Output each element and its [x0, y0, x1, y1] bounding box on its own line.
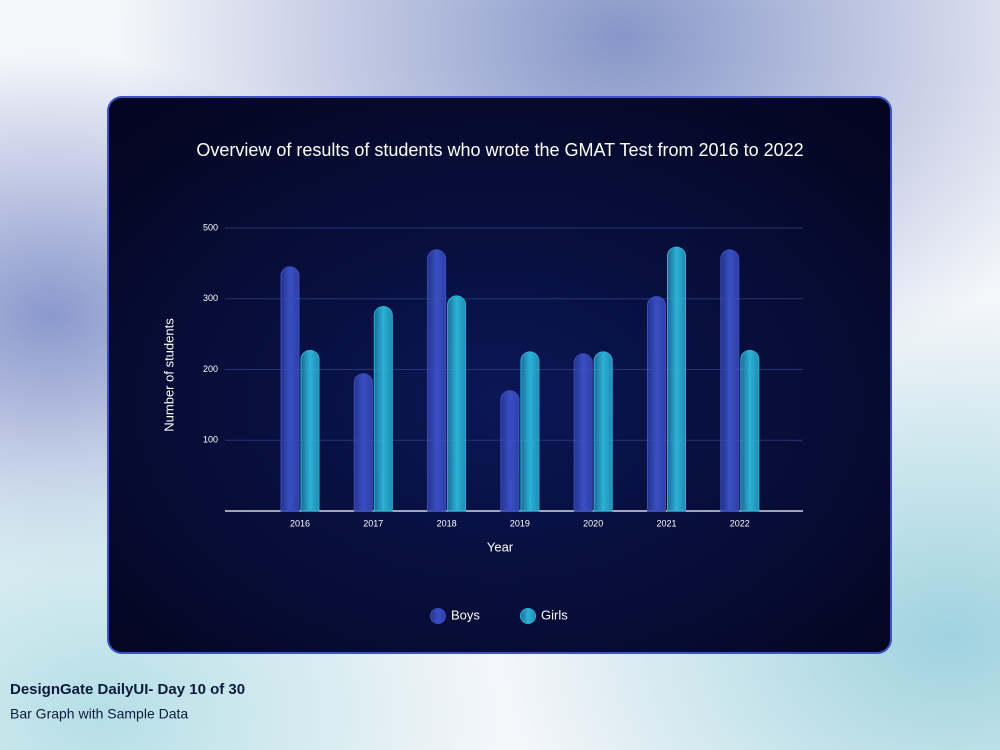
y-tick-label: 100	[203, 435, 218, 445]
y-tick-label: 500	[203, 222, 218, 232]
x-tick-label: 2021	[656, 518, 676, 528]
x-tick-label: 2022	[730, 518, 750, 528]
x-tick-label: 2017	[363, 518, 383, 528]
x-tick-label: 2018	[437, 518, 457, 528]
bar	[500, 390, 520, 512]
bar	[280, 266, 300, 512]
footer-title: DesignGate DailyUI- Day 10 of 30	[10, 681, 245, 698]
x-tick-label: 2019	[510, 518, 530, 528]
bar	[740, 349, 760, 512]
footer-subtitle: Bar Graph with Sample Data	[10, 706, 188, 722]
chart-title: Overview of results of students who wrot…	[196, 140, 803, 160]
bar	[353, 373, 373, 512]
bar	[593, 351, 613, 512]
bar	[373, 306, 393, 512]
bar	[573, 353, 593, 512]
bar	[427, 249, 447, 512]
bar	[300, 349, 320, 512]
bar	[647, 296, 666, 512]
y-tick-label: 300	[203, 293, 218, 303]
y-axis-label: Number of students	[161, 318, 176, 432]
y-tick-label: 200	[203, 364, 218, 374]
legend-swatch	[520, 608, 536, 624]
legend-label: Boys	[451, 607, 480, 622]
chart-card	[107, 96, 892, 654]
x-tick-label: 2020	[583, 518, 603, 528]
legend-swatch	[430, 608, 446, 624]
bar	[447, 295, 467, 512]
bar	[520, 351, 540, 512]
x-axis-label: Year	[487, 539, 514, 554]
bar	[667, 246, 686, 512]
legend-label: Girls	[541, 607, 568, 622]
x-tick-label: 2016	[290, 518, 310, 528]
bar	[720, 249, 740, 512]
